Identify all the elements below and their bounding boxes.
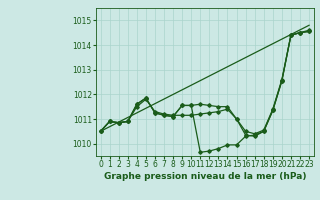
X-axis label: Graphe pression niveau de la mer (hPa): Graphe pression niveau de la mer (hPa) bbox=[104, 172, 306, 181]
